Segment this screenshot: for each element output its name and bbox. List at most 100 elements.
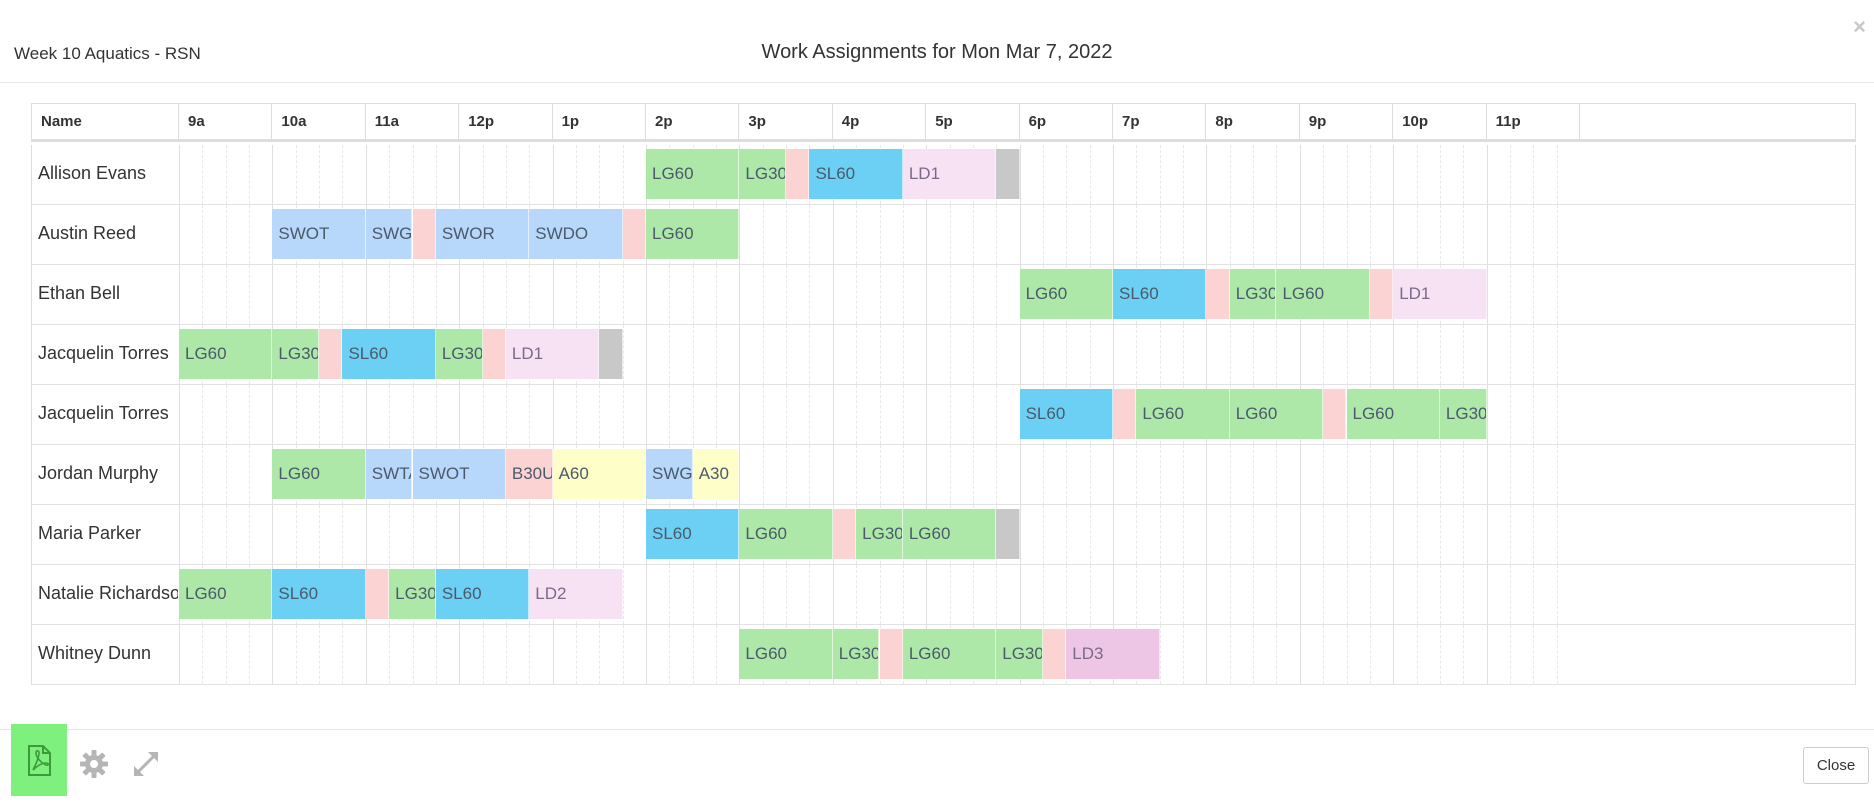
- shift-block[interactable]: LG30: [856, 509, 903, 559]
- break-block[interactable]: [1206, 269, 1230, 319]
- grid-line: [529, 385, 531, 444]
- grid-line: [996, 445, 998, 504]
- break-block[interactable]: [319, 329, 343, 379]
- shift-block[interactable]: SL60: [1019, 389, 1113, 439]
- shift-block[interactable]: LG60: [1229, 389, 1324, 439]
- grid-line: [622, 625, 624, 684]
- pdf-icon: [28, 745, 51, 776]
- grid-line: [529, 145, 531, 204]
- assignment-row: Whitney Dunn LG60 LG30 LG60 LG30 LD3: [31, 625, 1856, 685]
- break-block[interactable]: [1323, 389, 1347, 439]
- shift-block[interactable]: LD1: [902, 149, 997, 199]
- shift-block[interactable]: LG60: [739, 509, 833, 559]
- shift-block[interactable]: LG60: [902, 629, 997, 679]
- shift-block[interactable]: SL60: [272, 569, 366, 619]
- grid-line: [1439, 565, 1441, 624]
- shift-block[interactable]: LG30: [739, 149, 787, 199]
- assignment-row: Maria Parker SL60 LG60 LG30 LG60: [31, 505, 1856, 565]
- shift-block[interactable]: LG60: [179, 569, 273, 619]
- shift-block[interactable]: LD1: [505, 329, 600, 379]
- shift-block[interactable]: SWTA: [365, 449, 413, 499]
- shift-block[interactable]: SL60: [342, 329, 436, 379]
- settings-button[interactable]: [78, 748, 110, 780]
- shift-block[interactable]: LG60: [646, 209, 740, 259]
- shift-block[interactable]: LG60: [272, 449, 366, 499]
- shift-block[interactable]: SWGU: [365, 209, 413, 259]
- grid-line: [1089, 565, 1091, 624]
- grid-line: [879, 385, 881, 444]
- grid-line: [435, 385, 437, 444]
- shift-block[interactable]: LG60: [1276, 269, 1370, 319]
- shift-block[interactable]: LG60: [1346, 389, 1440, 439]
- shift-block[interactable]: SL60: [646, 509, 740, 559]
- shift-block[interactable]: SWOR: [435, 209, 530, 259]
- grid-line: [225, 205, 227, 264]
- unassigned-block[interactable]: [599, 329, 623, 379]
- grid-line: [1159, 145, 1161, 204]
- shift-block[interactable]: LG30: [1439, 389, 1487, 439]
- grid-line: [1509, 445, 1511, 504]
- shift-block[interactable]: SWDO: [529, 209, 623, 259]
- shift-block[interactable]: LG30: [389, 569, 436, 619]
- grid-line: [342, 625, 344, 684]
- break-block[interactable]: [622, 209, 646, 259]
- shift-block[interactable]: LG60: [646, 149, 740, 199]
- shift-block[interactable]: B30U: [505, 449, 553, 499]
- shift-block[interactable]: LD3: [1066, 629, 1160, 679]
- break-block[interactable]: [832, 509, 857, 559]
- grid-line: [949, 565, 951, 624]
- grid-line: [1486, 445, 1488, 504]
- shift-block[interactable]: LG60: [1136, 389, 1230, 439]
- shift-block[interactable]: SWOT: [272, 209, 366, 259]
- shift-block[interactable]: LG30: [1229, 269, 1277, 319]
- break-block[interactable]: [365, 569, 390, 619]
- shift-block[interactable]: SL60: [1113, 269, 1207, 319]
- grid-line: [1113, 505, 1114, 564]
- shift-block[interactable]: A30: [692, 449, 740, 499]
- shift-block[interactable]: LG60: [739, 629, 833, 679]
- shift-block[interactable]: SWOT: [412, 449, 506, 499]
- shift-block[interactable]: LG30: [435, 329, 483, 379]
- break-block[interactable]: [879, 629, 903, 679]
- break-block[interactable]: [412, 209, 436, 259]
- shift-block[interactable]: A60: [552, 449, 646, 499]
- break-block[interactable]: [482, 329, 506, 379]
- grid-line: [762, 265, 764, 324]
- break-block[interactable]: [1113, 389, 1137, 439]
- close-button[interactable]: Close: [1803, 747, 1869, 784]
- grid-line: [996, 565, 998, 624]
- grid-line: [202, 625, 204, 684]
- shift-block[interactable]: SL60: [435, 569, 530, 619]
- grid-line: [1486, 145, 1488, 204]
- fullscreen-button[interactable]: [130, 748, 162, 780]
- grid-line: [342, 385, 344, 444]
- grid-line: [1229, 445, 1231, 504]
- grid-line: [1113, 445, 1114, 504]
- break-block[interactable]: [786, 149, 810, 199]
- grid-line: [1439, 145, 1441, 204]
- shift-block[interactable]: SWGU: [646, 449, 693, 499]
- grid-line: [1533, 505, 1535, 564]
- shift-block[interactable]: LD1: [1393, 269, 1487, 319]
- grid-line: [1206, 325, 1208, 384]
- shift-block[interactable]: LG30: [996, 629, 1043, 679]
- unassigned-block[interactable]: [996, 509, 1020, 559]
- assignment-row: Jordan Murphy LG60SWTASWOTB30UA60SWGUA30: [31, 445, 1856, 505]
- shift-block[interactable]: LG60: [179, 329, 273, 379]
- shift-block[interactable]: LG30: [272, 329, 320, 379]
- break-block[interactable]: [1042, 629, 1067, 679]
- shift-block[interactable]: LG60: [1019, 269, 1113, 319]
- break-block[interactable]: [1369, 269, 1394, 319]
- grid-line: [272, 625, 274, 684]
- shift-block[interactable]: LG60: [902, 509, 997, 559]
- grid-line: [389, 505, 391, 564]
- grid-line: [1066, 565, 1068, 624]
- pdf-export-button[interactable]: [11, 724, 67, 796]
- close-icon[interactable]: ×: [1853, 14, 1866, 39]
- shift-block[interactable]: SL60: [809, 149, 903, 199]
- shift-block[interactable]: LD2: [529, 569, 623, 619]
- grid-line: [1183, 625, 1185, 684]
- grid-line: [272, 505, 274, 564]
- unassigned-block[interactable]: [996, 149, 1020, 199]
- shift-block[interactable]: LG30: [832, 629, 880, 679]
